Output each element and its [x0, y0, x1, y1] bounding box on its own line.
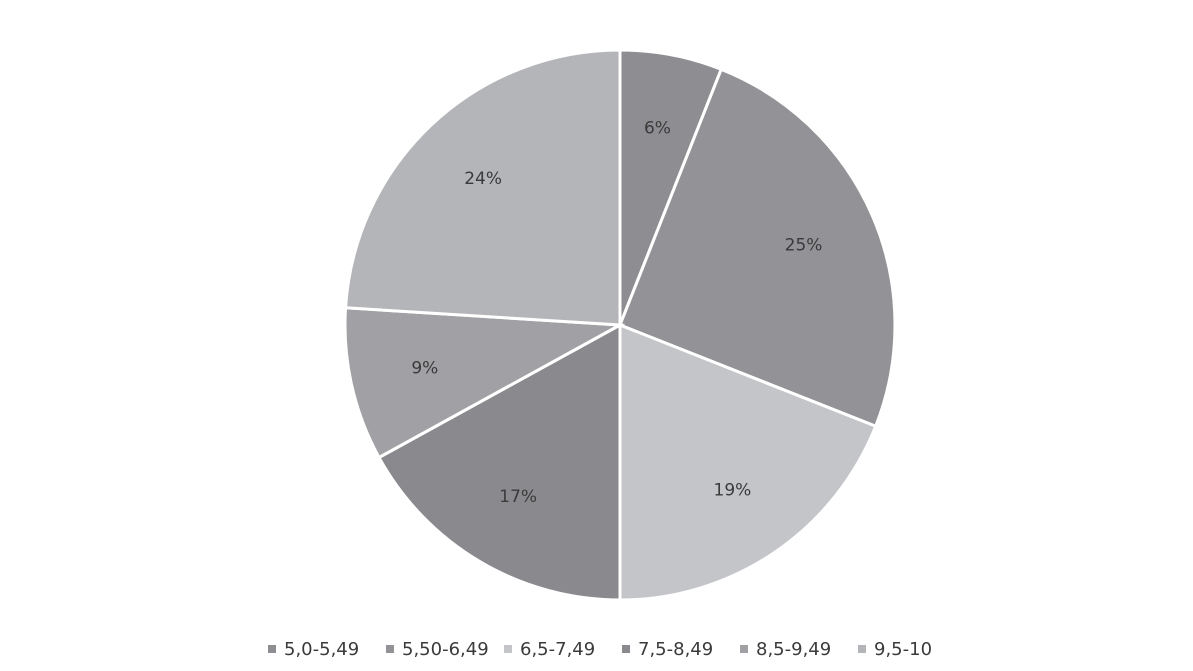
legend-swatch-4: [622, 645, 630, 653]
legend-swatch-6: [858, 645, 866, 653]
legend-label-2: 5,50-6,49: [402, 639, 489, 660]
pie-slice-6: [343, 48, 622, 327]
legend-label-3: 6,5-7,49: [520, 639, 595, 660]
legend-swatch-5: [740, 645, 748, 653]
legend-swatch-3: [504, 645, 512, 653]
data-label-3: 19%: [714, 480, 752, 500]
pie-slices: [343, 48, 897, 602]
legend-label-1: 5,0-5,49: [284, 639, 359, 660]
pie-slice-4: [376, 322, 622, 602]
data-label-4: 17%: [499, 487, 537, 507]
legend: 5,0-5,49 5,50-6,49 6,5-7,49 7,5-8,49 8,5-9,4…: [268, 639, 932, 660]
legend-label-4: 7,5-8,49: [638, 639, 713, 660]
legend-swatch-2: [386, 645, 394, 653]
legend-label-5: 8,5-9,49: [756, 639, 831, 660]
legend-label-6: 9,5-10: [874, 639, 932, 660]
pie-slice-3: [618, 322, 878, 602]
data-label-5: 9%: [411, 359, 438, 379]
pie-data-labels: 6% 25% 19% 17% 9% 24%: [411, 119, 822, 508]
pie-slice-2: [618, 67, 897, 429]
data-label-1: 6%: [644, 119, 671, 139]
legend-swatch-1: [268, 645, 276, 653]
pie-slice-5: [343, 306, 626, 460]
data-label-6: 24%: [464, 169, 502, 189]
data-label-2: 25%: [785, 236, 823, 256]
